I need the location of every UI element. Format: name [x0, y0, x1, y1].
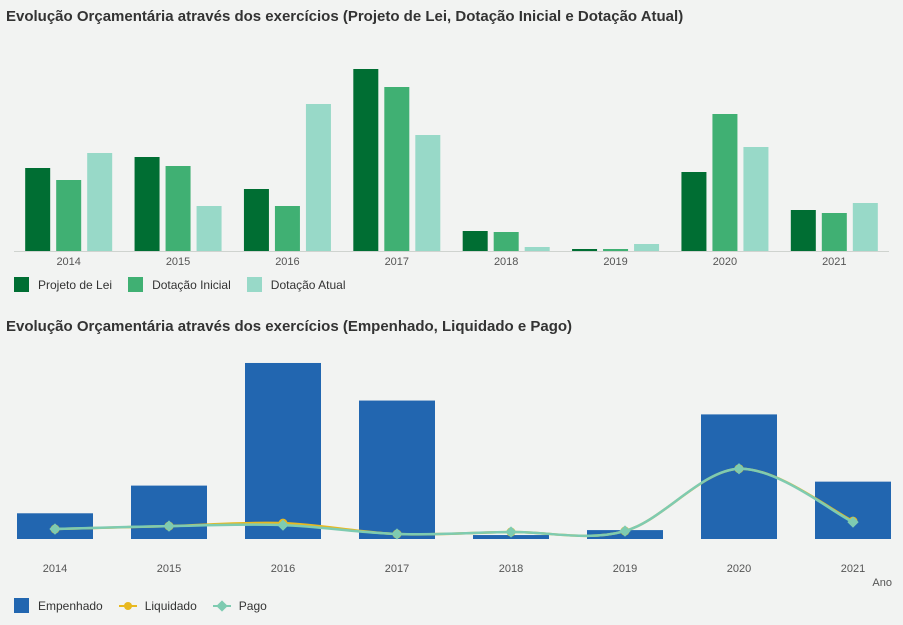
bar-dota-o-atual-2021[interactable] [852, 203, 878, 251]
legend-label-dotacao-atual: Dotação Atual [270, 277, 346, 292]
legend-swatch-projeto-de-lei [14, 277, 29, 292]
bar-projeto-de-lei-2019[interactable] [572, 249, 598, 251]
chart2-x-tick-2019: 2019 [613, 563, 637, 575]
point-pago-2019[interactable] [619, 525, 631, 537]
bar-empenhado-2021[interactable] [815, 481, 891, 539]
bar-dota-o-atual-2018[interactable] [524, 247, 550, 251]
chart1-x-tick-2019: 2019 [603, 256, 627, 268]
chart1-legend: Projeto de Lei Dotação Inicial Dotação A… [14, 277, 362, 292]
chart1-x-tick-2020: 2020 [713, 256, 737, 268]
bar-dota-o-inicial-2019[interactable] [603, 249, 629, 251]
chart2-x-tick-2015: 2015 [157, 563, 181, 575]
point-pago-2017[interactable] [391, 528, 403, 540]
legend-item-liquidado[interactable]: Liquidado [118, 598, 197, 613]
point-pago-2015[interactable] [163, 520, 175, 532]
point-pago-2014[interactable] [49, 523, 61, 535]
legend-swatch-dotacao-inicial [128, 277, 144, 292]
chart2-x-tick-2017: 2017 [385, 563, 409, 575]
chart2-x-tick-2020: 2020 [727, 563, 751, 575]
legend-item-dotacao-inicial[interactable]: Dotação Inicial [128, 277, 231, 292]
bar-dota-o-atual-2017[interactable] [415, 135, 441, 251]
bar-projeto-de-lei-2015[interactable] [134, 157, 160, 251]
chart2-plot: 2014 2015 2016 2017 2018 2019 2020 2021 Ano [17, 362, 892, 589]
bar-dota-o-inicial-2020[interactable] [712, 114, 738, 251]
legend-item-empenhado[interactable]: Empenhado [14, 598, 103, 613]
bar-projeto-de-lei-2014[interactable] [25, 168, 51, 251]
chart1-x-tick-2014: 2014 [56, 256, 80, 268]
bar-projeto-de-lei-2020[interactable] [681, 172, 707, 251]
point-pago-2021[interactable] [847, 516, 859, 528]
bar-projeto-de-lei-2017[interactable] [353, 69, 379, 251]
bar-dota-o-inicial-2021[interactable] [821, 213, 847, 251]
bar-dota-o-atual-2020[interactable] [743, 147, 769, 251]
legend-label-liquidado: Liquidado [144, 598, 197, 613]
chart1-title: Evolução Orçamentária através dos exercí… [6, 8, 684, 25]
chart2-x-axis-label: Ano [872, 577, 892, 589]
bar-dota-o-atual-2014[interactable] [87, 153, 113, 251]
legend-label-projeto-de-lei: Projeto de Lei [38, 277, 113, 292]
bar-dota-o-inicial-2018[interactable] [493, 232, 519, 251]
chart1-x-tick-2021: 2021 [822, 256, 846, 268]
point-pago-2020[interactable] [733, 463, 745, 475]
bar-dota-o-atual-2016[interactable] [305, 104, 331, 251]
chart2-legend: Empenhado Liquidado Pago [14, 598, 283, 613]
legend-swatch-liquidado [118, 600, 137, 612]
bar-empenhado-2016[interactable] [245, 362, 321, 539]
point-pago-2016[interactable] [277, 519, 289, 531]
chart1-x-tick-2015: 2015 [166, 256, 190, 268]
bar-projeto-de-lei-2021[interactable] [790, 210, 816, 251]
chart2-x-tick-2018: 2018 [499, 563, 523, 575]
legend-swatch-dotacao-atual [246, 277, 262, 292]
bar-projeto-de-lei-2016[interactable] [243, 189, 269, 251]
bar-dota-o-inicial-2016[interactable] [274, 206, 300, 251]
legend-item-projeto-de-lei[interactable]: Projeto de Lei [14, 277, 112, 292]
point-pago-2018[interactable] [505, 526, 517, 538]
chart2-x-tick-2021: 2021 [841, 563, 865, 575]
bar-dota-o-inicial-2017[interactable] [384, 87, 410, 251]
chart1-plot: 2014 2015 2016 2017 2018 2019 2020 2021 [14, 69, 889, 268]
chart2-x-tick-2016: 2016 [271, 563, 295, 575]
bar-empenhado-2017[interactable] [359, 400, 435, 539]
bar-dota-o-atual-2019[interactable] [634, 244, 660, 251]
legend-label-dotacao-inicial: Dotação Inicial [152, 277, 231, 292]
bar-dota-o-atual-2015[interactable] [196, 206, 222, 251]
chart1-x-tick-2018: 2018 [494, 256, 518, 268]
legend-item-pago[interactable]: Pago [212, 598, 267, 613]
chart2-title: Evolução Orçamentária através dos exercí… [6, 318, 573, 335]
chart1-x-tick-2016: 2016 [275, 256, 299, 268]
legend-item-dotacao-atual[interactable]: Dotação Atual [246, 277, 346, 292]
legend-swatch-empenhado [14, 598, 29, 613]
legend-swatch-pago [212, 599, 231, 612]
bar-dota-o-inicial-2014[interactable] [56, 180, 82, 251]
bar-dota-o-inicial-2015[interactable] [165, 166, 191, 251]
chart2-x-tick-2014: 2014 [43, 563, 67, 575]
legend-label-pago: Pago [238, 598, 267, 613]
chart1-x-tick-2017: 2017 [385, 256, 409, 268]
bar-projeto-de-lei-2018[interactable] [462, 231, 488, 251]
legend-label-empenhado: Empenhado [38, 598, 103, 613]
